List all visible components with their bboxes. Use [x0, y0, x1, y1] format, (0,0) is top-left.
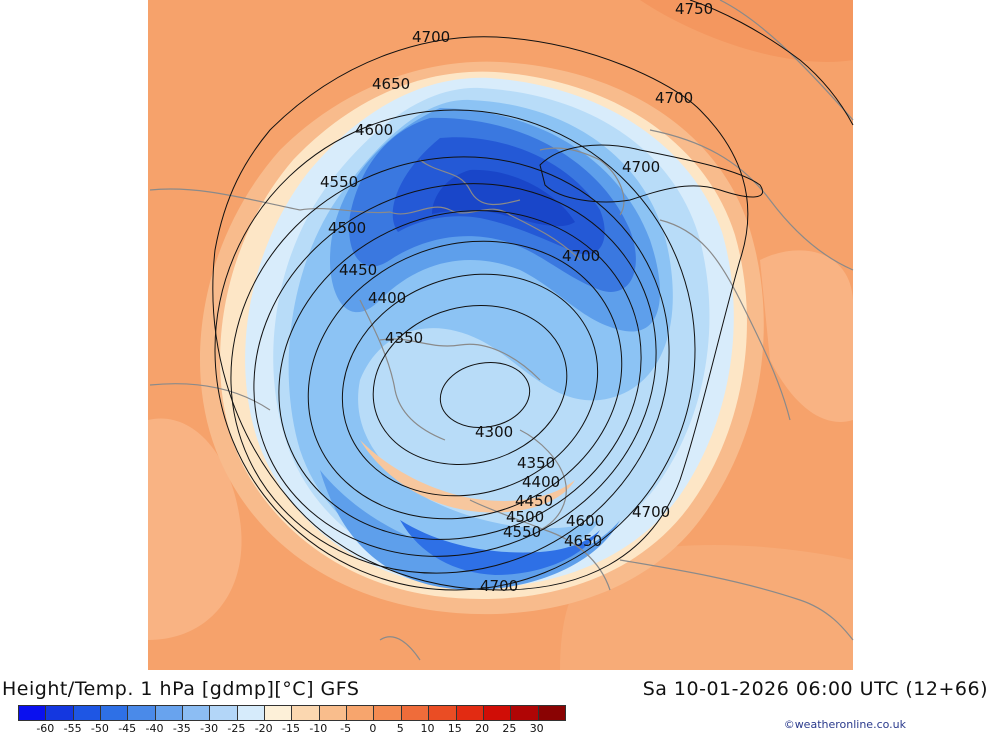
contour-4750: [689, 0, 854, 126]
contour-label: 4550: [320, 173, 358, 191]
legend-swatch: [237, 706, 266, 720]
legend-label: -55: [63, 722, 82, 735]
legend-label: -20: [254, 722, 273, 735]
legend-swatch: [483, 706, 512, 720]
credit-link[interactable]: ©weatheronline.co.uk: [783, 718, 906, 731]
contour-label: 4550: [503, 523, 541, 541]
contour-label: 4350: [517, 454, 555, 472]
contour-label: 4700: [412, 28, 450, 46]
temp-band-warm-tongue: [360, 440, 575, 513]
contour-4700-closed-low: [539, 144, 763, 203]
legend-label: -40: [145, 722, 164, 735]
contour-label: 4300: [475, 423, 513, 441]
legend-swatch: [128, 706, 156, 720]
contour-label: 4700: [655, 89, 693, 107]
height-contours: [212, 0, 854, 591]
legend-label: 30: [529, 722, 544, 735]
contour-label: 4750: [675, 0, 713, 18]
legend-swatch: [511, 706, 539, 720]
legend-swatch: [46, 706, 74, 720]
legend-label: -30: [200, 722, 219, 735]
legend-label: -15: [282, 722, 300, 735]
legend-label: 5: [396, 722, 404, 735]
contour-label: 4450: [339, 261, 377, 279]
contour-label: 4700: [632, 503, 670, 521]
contour-labels: 4750 4700 4700 4700 4700 4700 4700 4700 …: [320, 0, 713, 595]
legend-label: 25: [502, 722, 517, 735]
legend-swatch: [347, 706, 375, 720]
legend-label: -60: [36, 722, 55, 735]
contour-label: 4700: [480, 577, 518, 595]
contour-label: 4650: [564, 532, 602, 550]
weather-map: 4750 4700 4700 4700 4700 4700 4700 4700 …: [148, 0, 854, 670]
contour-4350: [372, 305, 568, 465]
legend-swatch: [19, 706, 47, 720]
contour-label: 4400: [522, 473, 560, 491]
legend-swatch: [401, 706, 430, 720]
color-scale-labels: -60 -55 -50 -45 -40 -35 -30 -25 -20 -15 -10 -5 0 5 10 1…: [18, 722, 564, 735]
coastlines: [149, 0, 854, 661]
warm-patch: [148, 418, 242, 640]
valid-time: Sa 10-01-2026 06:00 UTC (12+66): [642, 678, 988, 700]
legend-label: 0: [369, 722, 377, 735]
contour-label: 4400: [368, 289, 406, 307]
legend-label: -50: [90, 722, 109, 735]
legend-swatch: [538, 706, 565, 720]
contour-label: 4600: [566, 512, 604, 530]
height-temp-map: 4750 4700 4700 4700 4700 4700 4700 4700 …: [148, 0, 854, 670]
contour-4500: [278, 210, 642, 540]
contour-4700: [212, 36, 749, 591]
color-scale-legend: [18, 705, 566, 721]
contour-label: 4450: [515, 492, 553, 510]
legend-swatch: [265, 706, 293, 720]
contour-label: 4500: [328, 219, 366, 237]
legend-swatch: [210, 706, 238, 720]
contour-label: 4350: [385, 329, 423, 347]
legend-label: 10: [420, 722, 435, 735]
map-footer: Height/Temp. 1 hPa [gdmp][°C] GFS Sa 10-…: [0, 672, 1000, 735]
warm-patch: [640, 0, 853, 62]
map-title: Height/Temp. 1 hPa [gdmp][°C] GFS: [2, 678, 360, 700]
legend-swatch: [183, 706, 211, 720]
contour-4650: [214, 109, 696, 591]
contour-4550: [253, 183, 657, 557]
legend-swatch: [155, 706, 184, 720]
legend-label: -35: [172, 722, 191, 735]
temp-band-cold-lower-deep: [400, 520, 600, 575]
legend-swatch: [456, 706, 484, 720]
contour-4450: [307, 240, 623, 520]
legend-swatch: [319, 706, 348, 720]
warm-patch: [760, 250, 853, 422]
legend-label: -25: [227, 722, 246, 735]
contour-4400: [341, 273, 599, 497]
contour-label: 4700: [622, 158, 660, 176]
contour-label: 4650: [372, 75, 410, 93]
legend-swatch: [292, 706, 320, 720]
legend-label: 20: [475, 722, 490, 735]
contour-4300: [439, 362, 531, 428]
legend-label: -5: [340, 722, 352, 735]
legend-label: -45: [118, 722, 137, 735]
contour-4600: [230, 156, 670, 574]
contour-label: 4600: [355, 121, 393, 139]
contour-label: 4500: [506, 508, 544, 526]
legend-swatch: [73, 706, 102, 720]
legend-swatch: [374, 706, 402, 720]
legend-swatch: [429, 706, 457, 720]
contour-label: 4700: [562, 247, 600, 265]
legend-label: -10: [309, 722, 328, 735]
legend-label: 15: [447, 722, 462, 735]
legend-swatch: [101, 706, 129, 720]
